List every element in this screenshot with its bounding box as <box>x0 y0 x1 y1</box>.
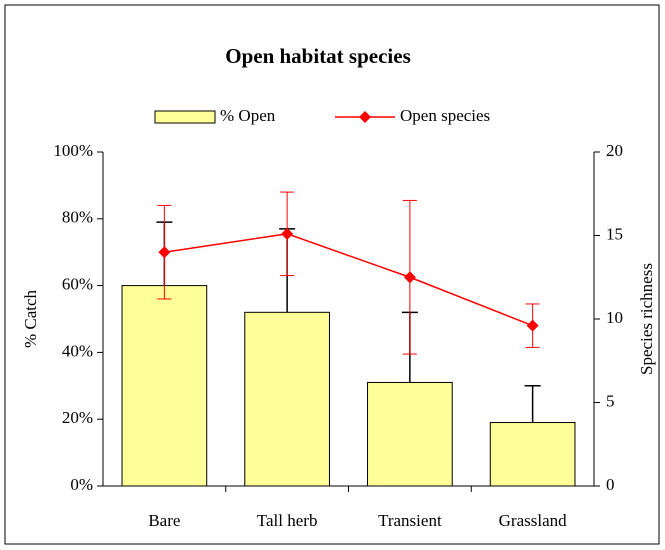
marker <box>403 271 416 284</box>
y2-tick-label: 5 <box>606 391 615 410</box>
y2-tick-label: 10 <box>606 308 623 327</box>
x-tick-label: Tall herb <box>257 511 318 530</box>
y-axis-label: % Catch <box>21 289 40 348</box>
bar <box>489 422 576 487</box>
chart-title: Open habitat species <box>225 44 411 68</box>
y-tick-label: 60% <box>62 275 93 294</box>
bar <box>367 381 453 487</box>
y2-axis-label: Species richness <box>637 263 656 375</box>
x-tick-label: Transient <box>378 511 442 530</box>
marker <box>281 227 294 240</box>
y-tick-label: 0% <box>70 475 93 494</box>
x-tick-label: Grassland <box>499 511 567 530</box>
y-tick-label: 20% <box>62 408 93 427</box>
y2-tick-label: 0 <box>606 475 615 494</box>
y-tick-label: 40% <box>62 341 93 360</box>
bar <box>121 285 208 487</box>
legend-label: Open species <box>400 106 490 125</box>
line <box>164 233 533 327</box>
y2-tick-label: 20 <box>606 141 623 160</box>
y-tick-label: 100% <box>53 141 93 160</box>
x-tick-label: Bare <box>148 511 180 530</box>
legend-marker <box>359 111 371 123</box>
y-tick-label: 80% <box>62 208 93 227</box>
legend-swatch <box>154 110 216 124</box>
bar <box>244 311 330 487</box>
legend-label: % Open <box>220 106 276 125</box>
marker <box>526 319 539 332</box>
y2-tick-label: 15 <box>606 224 623 243</box>
marker <box>158 246 171 259</box>
